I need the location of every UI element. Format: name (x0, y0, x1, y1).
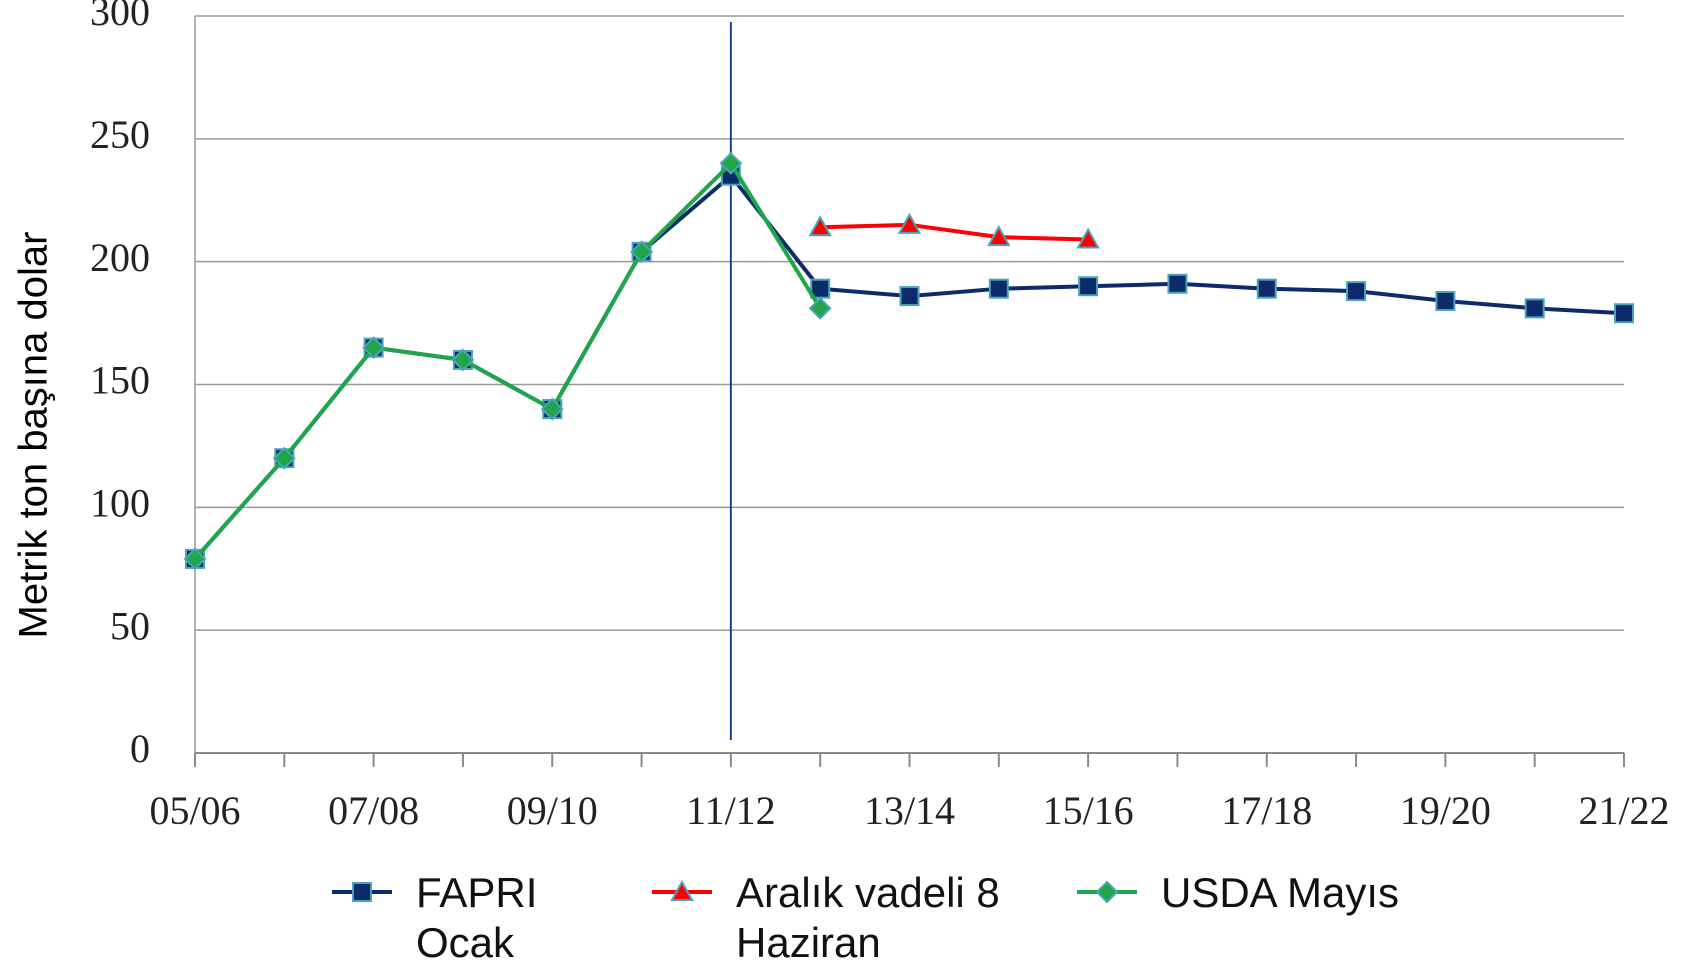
y-tick-label: 200 (90, 235, 150, 280)
x-tick-label: 09/10 (507, 788, 598, 833)
marker (808, 215, 832, 237)
marker (352, 882, 372, 902)
x-tick-label: 11/12 (686, 788, 776, 833)
x-tick-label: 13/14 (864, 788, 955, 833)
legend-label: Aralık vadeli 8 Haziran (736, 869, 1000, 966)
legend-label: USDA Mayıs (1161, 869, 1400, 916)
marker (540, 397, 564, 421)
legend-item: Aralık vadeli 8 Haziran (650, 868, 1066, 968)
y-tick-label: 250 (90, 112, 150, 157)
marker (1435, 290, 1456, 311)
x-tick-label: 05/06 (149, 788, 240, 833)
marker (1346, 281, 1367, 302)
y-tick-label: 0 (130, 726, 150, 771)
marker (1078, 276, 1099, 297)
marker (362, 336, 386, 360)
legend-swatch (332, 882, 392, 902)
marker (897, 212, 922, 234)
marker (987, 225, 1011, 247)
x-tick-label: 21/22 (1578, 788, 1669, 833)
x-tick-label: 07/08 (328, 788, 419, 833)
legend-swatch (1077, 880, 1137, 904)
marker (451, 348, 475, 372)
x-tick-label: 17/18 (1221, 788, 1312, 833)
marker (1256, 278, 1277, 299)
y-axis-label: Metrik ton başına dolar (12, 232, 56, 639)
legend-label: FAPRI Ocak (416, 869, 538, 966)
marker (1167, 273, 1188, 294)
marker (272, 446, 296, 470)
marker (630, 240, 653, 264)
marker (719, 151, 743, 175)
legend-item: USDA Mayıs (1075, 868, 1461, 918)
x-tick-label: 19/20 (1400, 788, 1491, 833)
marker (988, 278, 1009, 299)
marker (1076, 227, 1100, 249)
legend-swatch (652, 879, 712, 901)
marker (1524, 298, 1545, 319)
marker (183, 547, 207, 571)
marker (670, 879, 694, 901)
series-line (820, 222, 1089, 242)
marker (1095, 880, 1119, 904)
marker (808, 296, 832, 320)
y-tick-label: 150 (90, 358, 150, 403)
x-tick-label: 15/16 (1043, 788, 1134, 833)
marker (1614, 303, 1634, 324)
series-line (193, 160, 822, 561)
y-tick-label: 50 (110, 603, 150, 648)
y-tick-label: 100 (90, 481, 150, 526)
marker (899, 286, 920, 307)
y-tick-label: 300 (90, 0, 150, 34)
legend-item: FAPRI Ocak (330, 868, 616, 968)
